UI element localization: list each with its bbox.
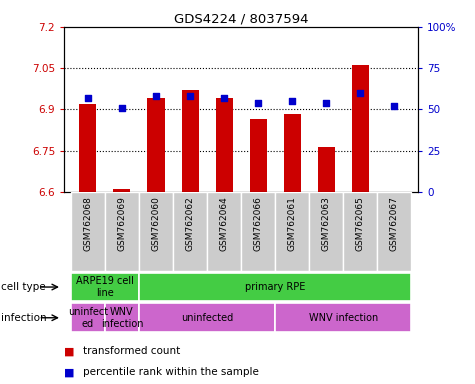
Bar — [139, 273, 411, 301]
Bar — [241, 192, 275, 271]
Point — [84, 95, 92, 101]
Bar — [148, 98, 164, 192]
Text: GSM762060: GSM762060 — [152, 196, 161, 251]
Title: GDS4224 / 8037594: GDS4224 / 8037594 — [174, 13, 308, 26]
Bar — [114, 189, 131, 192]
Text: cell type: cell type — [1, 282, 46, 292]
Text: GSM762066: GSM762066 — [254, 196, 263, 251]
Bar — [71, 192, 105, 271]
Text: transformed count: transformed count — [83, 346, 180, 356]
Text: WNV infection: WNV infection — [309, 313, 378, 323]
Bar — [343, 192, 377, 271]
Bar — [318, 147, 334, 192]
Point — [254, 100, 262, 106]
Text: GSM762065: GSM762065 — [356, 196, 365, 251]
Text: GSM762064: GSM762064 — [219, 196, 228, 251]
Point — [288, 98, 296, 104]
Text: percentile rank within the sample: percentile rank within the sample — [83, 367, 259, 377]
Text: ■: ■ — [64, 367, 75, 377]
Point — [152, 93, 160, 99]
Point — [390, 103, 398, 109]
Text: GSM762063: GSM762063 — [322, 196, 331, 251]
Bar — [216, 98, 233, 192]
Bar — [139, 192, 173, 271]
Point — [118, 105, 126, 111]
Text: ARPE19 cell
line: ARPE19 cell line — [76, 276, 134, 298]
Bar — [249, 119, 266, 192]
Text: ■: ■ — [64, 346, 75, 356]
Text: GSM762067: GSM762067 — [390, 196, 399, 251]
Bar — [105, 303, 139, 332]
Bar — [284, 114, 301, 192]
Bar — [71, 273, 139, 301]
Text: GSM762069: GSM762069 — [117, 196, 126, 251]
Point — [356, 90, 364, 96]
Bar — [377, 192, 411, 271]
Bar — [352, 65, 369, 192]
Text: infection: infection — [1, 313, 47, 323]
Bar — [139, 303, 275, 332]
Bar — [79, 104, 96, 192]
Text: GSM762061: GSM762061 — [287, 196, 296, 251]
Bar — [309, 192, 343, 271]
Bar — [207, 192, 241, 271]
Text: uninfected: uninfected — [181, 313, 233, 323]
Text: uninfect
ed: uninfect ed — [68, 307, 108, 329]
Point — [323, 100, 330, 106]
Bar — [105, 192, 139, 271]
Text: WNV
infection: WNV infection — [101, 307, 143, 329]
Bar — [275, 303, 411, 332]
Bar — [173, 192, 207, 271]
Text: primary RPE: primary RPE — [245, 282, 305, 292]
Bar — [181, 90, 199, 192]
Text: GSM762062: GSM762062 — [186, 196, 195, 251]
Point — [186, 93, 194, 99]
Text: GSM762068: GSM762068 — [84, 196, 93, 251]
Bar — [71, 303, 105, 332]
Bar — [275, 192, 309, 271]
Point — [220, 95, 228, 101]
